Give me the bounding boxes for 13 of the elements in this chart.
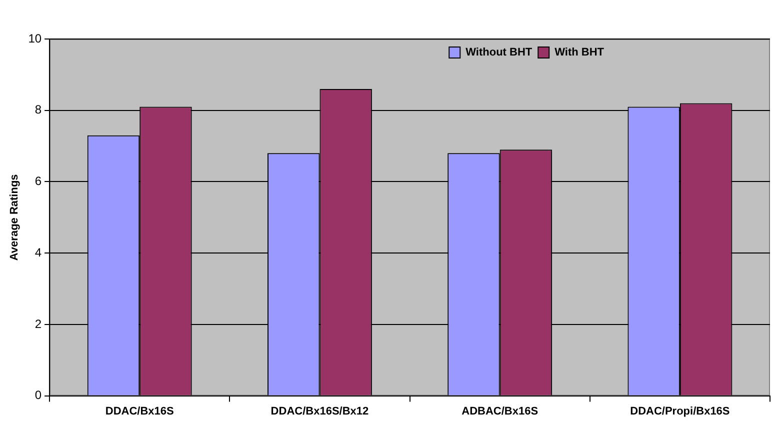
y-tick-label: 8 [34, 102, 42, 117]
y-tick-label: 2 [34, 316, 42, 331]
x-tick-label: DDAC/Bx16S [105, 405, 174, 418]
x-tick-label: DDAC/Propi/Bx16S [630, 405, 730, 418]
y-tick-label: 10 [28, 31, 42, 46]
x-tick-label: DDAC/Bx16S/Bx12 [270, 405, 369, 418]
y-axis-title: Average Ratings [8, 174, 21, 261]
legend-label: Without BHT [466, 46, 532, 59]
legend-label: With BHT [554, 46, 604, 59]
y-tick-label: 0 [34, 388, 42, 402]
x-tick-label: ADBAC/Bx16S [462, 405, 538, 418]
y-tick-label: 6 [34, 174, 42, 188]
y-tick-label: 4 [34, 245, 42, 260]
